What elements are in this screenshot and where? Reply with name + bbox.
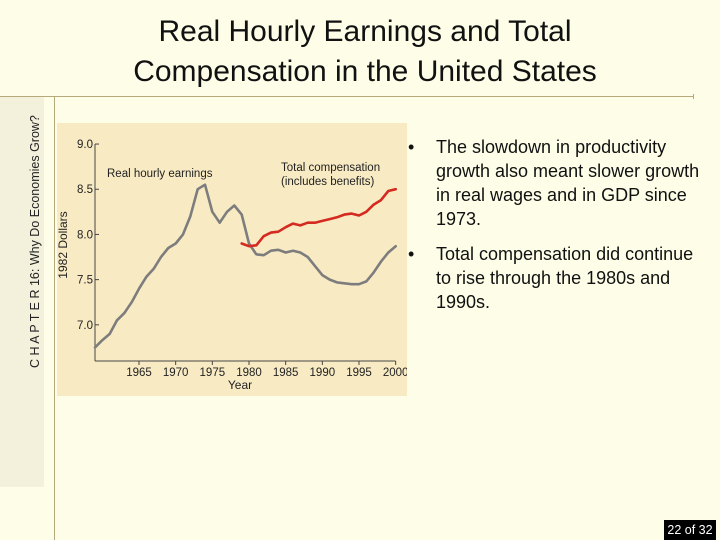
bullet-text: The slowdown in productivity growth also… — [436, 137, 700, 229]
annotation-includes-benefits: (includes benefits) — [281, 176, 374, 188]
page-counter: 22 of 32 — [664, 520, 716, 540]
header-divider — [0, 96, 694, 97]
y-tick-label: 8.5 — [77, 184, 93, 196]
slide-title: Real Hourly Earnings and Total Compensat… — [133, 15, 597, 88]
x-tick-label: 1995 — [346, 367, 372, 379]
bullet-item: • Total compensation did continue to ris… — [400, 242, 710, 314]
x-tick-label: 1965 — [126, 367, 152, 379]
bullet-marker: • — [408, 137, 415, 157]
chapter-label: C H A P T E R 16: Why Do Economies Grow? — [28, 115, 42, 368]
x-tick-label: 2000 — [383, 367, 407, 379]
x-tick-label: 1985 — [273, 367, 299, 379]
y-axis-label: 1982 Dollars — [57, 211, 70, 278]
x-tick-label: 1980 — [236, 367, 262, 379]
y-tick-label: 7.5 — [77, 275, 93, 287]
series-line-total-compensation — [240, 187, 398, 248]
sidebar-divider — [54, 97, 55, 540]
series-layer — [93, 183, 398, 349]
chart-panel: 9.0 8.5 8.0 7.5 7.0 1965 1970 1975 1980 1985 1990 1… — [57, 123, 407, 396]
bullet-marker: • — [408, 244, 415, 264]
bullet-item: • The slowdown in productivity growth al… — [400, 135, 710, 231]
x-axis-label: Year — [228, 378, 252, 392]
y-tick-label: 7.0 — [77, 320, 93, 332]
line-chart: 9.0 8.5 8.0 7.5 7.0 1965 1970 1975 1980 1985 1990 1… — [57, 139, 407, 392]
x-tick-label: 1975 — [200, 367, 226, 379]
annotation-total-compensation: Total compensation — [281, 162, 380, 174]
y-tick-label: 8.0 — [77, 229, 93, 241]
annotation-real-hourly-earnings: Real hourly earnings — [107, 168, 213, 180]
header-divider-cap — [693, 94, 694, 99]
y-tick-label: 9.0 — [77, 139, 93, 151]
axes-layer: 9.0 8.5 8.0 7.5 7.0 1965 1970 1975 1980 1985 1990 1… — [77, 139, 407, 379]
x-tick-label: 1990 — [310, 367, 336, 379]
series-line-real-hourly-earnings — [93, 183, 398, 349]
bullet-list: • The slowdown in productivity growth al… — [400, 135, 710, 325]
x-tick-label: 1970 — [163, 367, 189, 379]
bullet-text: Total compensation did continue to rise … — [436, 244, 694, 312]
sidebar-strip — [0, 97, 44, 487]
